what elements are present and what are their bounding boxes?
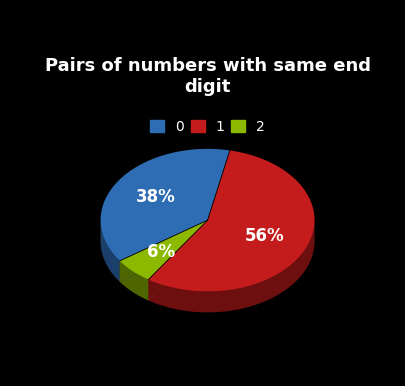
Polygon shape (120, 220, 208, 282)
Polygon shape (100, 149, 230, 261)
Text: 6%: 6% (147, 243, 175, 261)
Polygon shape (148, 220, 208, 300)
Legend: 0, 1, 2: 0, 1, 2 (144, 114, 271, 139)
Polygon shape (120, 261, 148, 300)
Polygon shape (120, 220, 208, 282)
Polygon shape (148, 219, 315, 312)
Polygon shape (100, 220, 315, 312)
Polygon shape (120, 220, 208, 279)
Text: 56%: 56% (245, 227, 285, 245)
Polygon shape (100, 219, 120, 282)
Text: Pairs of numbers with same end
digit: Pairs of numbers with same end digit (45, 57, 371, 95)
Text: 38%: 38% (136, 188, 176, 206)
Polygon shape (148, 151, 315, 291)
Polygon shape (148, 220, 208, 300)
